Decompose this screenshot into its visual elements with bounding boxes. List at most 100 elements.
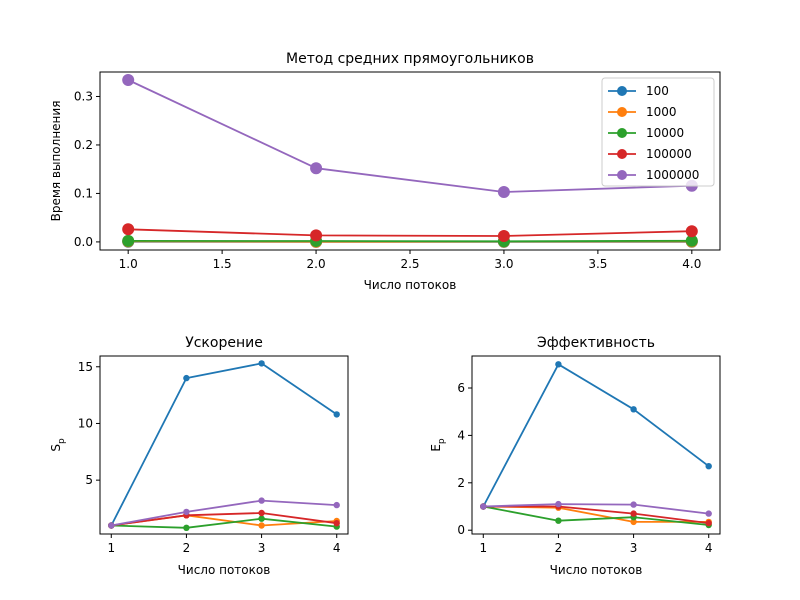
speedup-y-tick-label: 15 <box>78 360 93 374</box>
efficiency-ylabel: Ep <box>429 438 447 452</box>
efficiency-series-line-0 <box>482 363 710 507</box>
efficiency-data-point <box>630 510 637 517</box>
speedup-data-point <box>333 520 340 527</box>
speedup-data-point <box>333 501 340 509</box>
speedup-ylabel: Sp <box>49 438 67 452</box>
efficiency-series-line-3 <box>483 505 709 524</box>
efficiency-data-point <box>705 463 712 470</box>
legend-marker <box>617 170 627 180</box>
efficiency-xlabel: Число потоков <box>550 563 643 577</box>
speedup-series-line-4 <box>111 499 337 527</box>
execution-time-xlabel: Число потоков <box>364 278 457 292</box>
execution-time-data-point <box>122 234 135 247</box>
speedup-ylabel-main: S <box>49 444 63 452</box>
execution-time-series-line-3 <box>128 228 692 237</box>
speedup-x-tick-label: 4 <box>333 541 341 555</box>
efficiency-data-point <box>630 501 637 508</box>
execution-time-y-tick-label: 0.2 <box>74 138 93 152</box>
speedup-data-point <box>258 360 265 367</box>
speedup-series-line-0 <box>110 362 338 526</box>
speedup-data-point <box>183 508 190 516</box>
execution-time-data-point <box>122 74 135 86</box>
speedup-x-tick-label: 2 <box>183 541 191 555</box>
execution-time-y-tick-label: 0.3 <box>74 89 93 103</box>
speedup-data-point <box>258 497 265 504</box>
speedup-series-line-3 <box>111 512 337 527</box>
efficiency-series-line-4 <box>483 503 709 515</box>
speedup-y-tick-label: 10 <box>78 416 93 430</box>
efficiency-y-tick-label: 4 <box>457 428 465 442</box>
efficiency-x-tick-label: 4 <box>705 541 713 555</box>
legend-label: 100 <box>646 84 669 98</box>
efficiency-data-point <box>630 406 637 413</box>
execution-time-x-tick-label: 2.0 <box>307 257 326 271</box>
execution-time-x-tick-label: 1.0 <box>119 257 138 271</box>
legend-marker <box>617 107 627 117</box>
efficiency-data-point <box>555 517 562 524</box>
efficiency-x-tick-label: 3 <box>630 541 638 555</box>
execution-time-x-tick-label: 3.0 <box>494 257 513 271</box>
legend: 100 1000 10000 100000 1000000 <box>601 77 715 187</box>
efficiency-series-line-2 <box>483 505 709 526</box>
speedup-x-tick-label: 3 <box>258 541 266 555</box>
execution-time-data-point <box>497 186 510 198</box>
speedup-data-point <box>333 411 340 418</box>
speedup-data-point <box>183 374 190 382</box>
efficiency-data-point <box>555 361 562 368</box>
legend-label: 1000000 <box>646 168 699 182</box>
speedup-y-tick-label: 5 <box>85 473 93 487</box>
efficiency-x-tick-label: 2 <box>555 541 563 555</box>
speedup-title: Ускорение <box>185 335 263 351</box>
efficiency-y-tick-label: 6 <box>457 381 465 395</box>
execution-time-ylabel: Время выполнения <box>49 101 63 222</box>
speedup-x-tick-label: 1 <box>107 541 115 555</box>
efficiency-data-point <box>555 500 562 508</box>
efficiency-chart: Эффективность Число потоков Ep 1 2 3 4 0 2 4 6 <box>429 335 721 577</box>
execution-time-y-tick-label: 0.1 <box>74 186 93 200</box>
execution-time-data-point <box>685 225 698 238</box>
efficiency-data-point <box>705 519 712 527</box>
speedup-xlabel: Число потоков <box>178 563 271 577</box>
speedup-chart: Ускорение Число потоков Sp 1 2 3 4 5 10 15 <box>49 335 349 577</box>
efficiency-ylabel-sub: p <box>437 438 447 444</box>
legend-marker <box>617 86 627 96</box>
efficiency-data-point <box>705 510 712 517</box>
execution-time-y-tick-label: 0.0 <box>74 235 93 249</box>
execution-time-data-point <box>310 229 323 242</box>
execution-time-chart: Метод средних прямоугольников Число пото… <box>49 51 721 292</box>
efficiency-axes-frame <box>471 355 721 535</box>
efficiency-ylabel-main: E <box>429 444 443 452</box>
execution-time-title: Метод средних прямоугольников <box>286 51 534 67</box>
legend-frame <box>601 77 715 187</box>
efficiency-data-point <box>630 518 637 526</box>
execution-time-data-point <box>122 223 135 236</box>
legend-marker <box>617 128 627 138</box>
speedup-axes-frame <box>99 355 349 535</box>
speedup-data-point <box>258 515 265 522</box>
execution-time-x-tick-label: 3.5 <box>588 257 607 271</box>
efficiency-title: Эффективность <box>537 335 655 351</box>
legend-marker <box>617 149 627 159</box>
efficiency-y-tick-label: 2 <box>457 476 465 490</box>
legend-label: 10000 <box>646 126 684 140</box>
execution-time-data-point <box>685 234 698 247</box>
efficiency-x-tick-label: 1 <box>479 541 487 555</box>
legend-label: 1000 <box>646 105 677 119</box>
speedup-ylabel-sub: p <box>57 438 67 444</box>
speedup-data-point <box>258 509 265 517</box>
execution-time-series-line-4 <box>127 79 692 193</box>
execution-time-x-tick-label: 1.5 <box>213 257 232 271</box>
execution-time-data-point <box>310 162 323 175</box>
efficiency-data-point <box>480 503 487 510</box>
execution-time-x-tick-label: 4.0 <box>682 257 701 271</box>
speedup-data-point <box>183 524 190 531</box>
speedup-data-point <box>258 522 265 529</box>
legend-label: 100000 <box>646 147 692 161</box>
execution-time-series-line-2 <box>128 239 692 243</box>
execution-time-x-tick-label: 2.5 <box>400 257 419 271</box>
speedup-data-point <box>108 522 115 529</box>
efficiency-y-tick-label: 0 <box>457 523 465 537</box>
execution-time-data-point <box>497 230 510 242</box>
speedup-series-line-2 <box>111 517 337 529</box>
